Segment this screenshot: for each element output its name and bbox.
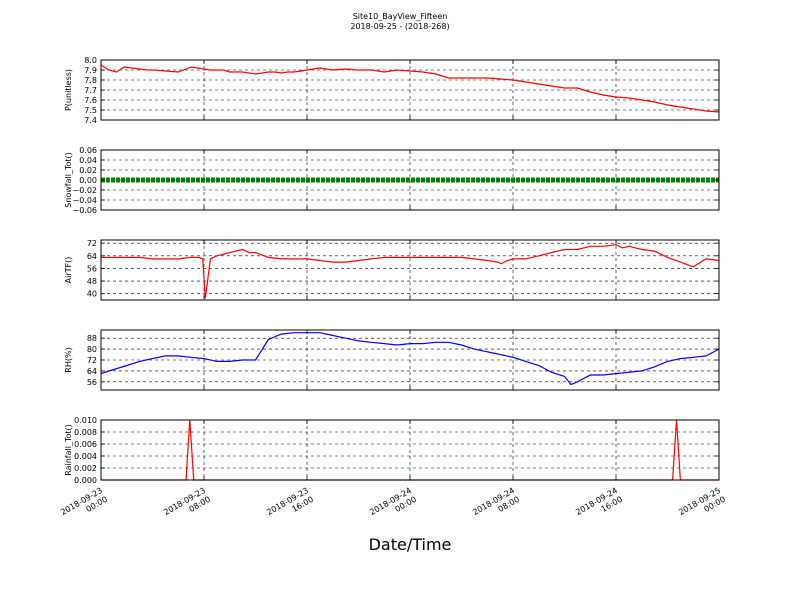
ytick-label: −0.06 bbox=[72, 206, 97, 215]
ytick-label: 7.7 bbox=[84, 86, 97, 95]
xtick-label: 2018-09-2500:00 bbox=[677, 486, 727, 526]
ytick-label: 7.5 bbox=[84, 106, 97, 115]
y-axis-label-snow: Snowfall_Tot() bbox=[64, 152, 73, 208]
series-line-p bbox=[100, 64, 720, 113]
ytick-label: 7.4 bbox=[84, 116, 97, 125]
chart-title-line1: Site10_BayView_Fifteen bbox=[353, 12, 448, 21]
ytick-label: 0.04 bbox=[79, 156, 97, 165]
panel-rh: 56 64 72 80 88 RH(%) bbox=[64, 329, 720, 391]
series-line-rh bbox=[100, 332, 720, 386]
ytick-label: 40 bbox=[87, 290, 97, 299]
xtick-label: 2018-09-2408:00 bbox=[471, 486, 521, 526]
xtick-label: 2018-09-2300:00 bbox=[59, 486, 109, 526]
ytick-label: 72 bbox=[87, 356, 97, 365]
panel-snow: −0.06−0.04−0.020.000.020.040.06 Snowfall_… bbox=[64, 146, 720, 215]
xtick-label: 2018-09-2308:00 bbox=[162, 486, 212, 526]
ytick-label: 56 bbox=[87, 378, 97, 387]
grid-air bbox=[100, 240, 720, 300]
panel-rain: 0.000 0.002 0.004 0.006 0.008 0.010Rainfall_T… bbox=[64, 416, 720, 485]
ytick-label: −0.04 bbox=[72, 196, 97, 205]
panel-p: 7.47.57.67.77.87.98.0 P(unitless) bbox=[64, 56, 720, 125]
ytick-label: 0.008 bbox=[74, 428, 97, 437]
series-line-air bbox=[101, 244, 720, 299]
ytick-label: −0.02 bbox=[72, 186, 97, 195]
grid-p bbox=[100, 59, 720, 121]
y-axis-label-p: P(unitless) bbox=[64, 69, 73, 111]
ytick-label: 0.06 bbox=[79, 146, 97, 155]
ytick-label: 0.000 bbox=[74, 476, 97, 485]
ytick-label: 8.0 bbox=[84, 56, 97, 65]
xtick-label: 2018-09-2400:00 bbox=[368, 486, 418, 526]
y-axis-label-rain: Rainfall_Tot() bbox=[64, 424, 73, 476]
ytick-label: 7.8 bbox=[84, 76, 97, 85]
ytick-label: 7.6 bbox=[84, 96, 97, 105]
chart-title-line2: 2018-09-25 - (2018-268) bbox=[350, 22, 449, 31]
ytick-label: 0.02 bbox=[79, 166, 97, 175]
xtick-label: 2018-09-2316:00 bbox=[265, 486, 315, 526]
ytick-label: 0.002 bbox=[74, 464, 97, 473]
ytick-label: 64 bbox=[87, 252, 97, 261]
ytick-label: 0.010 bbox=[74, 416, 97, 425]
ytick-label: 72 bbox=[87, 239, 97, 248]
y-axis-label-rh: RH(%) bbox=[64, 347, 73, 372]
ytick-label: 88 bbox=[87, 334, 97, 343]
ytick-label: 64 bbox=[87, 367, 97, 376]
ytick-label: 80 bbox=[87, 345, 97, 354]
panel-air: 40 48 56 64 72 AirTF() bbox=[64, 239, 720, 301]
ytick-label: 0.006 bbox=[74, 440, 97, 449]
ytick-label: 0.00 bbox=[79, 176, 97, 185]
ytick-label: 48 bbox=[87, 277, 97, 286]
ytick-label: 0.004 bbox=[74, 452, 97, 461]
x-axis-label: Date/Time bbox=[369, 535, 452, 554]
ytick-label: 56 bbox=[87, 264, 97, 273]
xtick-label: 2018-09-2416:00 bbox=[574, 486, 624, 526]
y-axis-label-air: AirTF() bbox=[64, 257, 73, 284]
grid-rh bbox=[100, 330, 720, 390]
ytick-label: 7.9 bbox=[84, 66, 97, 75]
